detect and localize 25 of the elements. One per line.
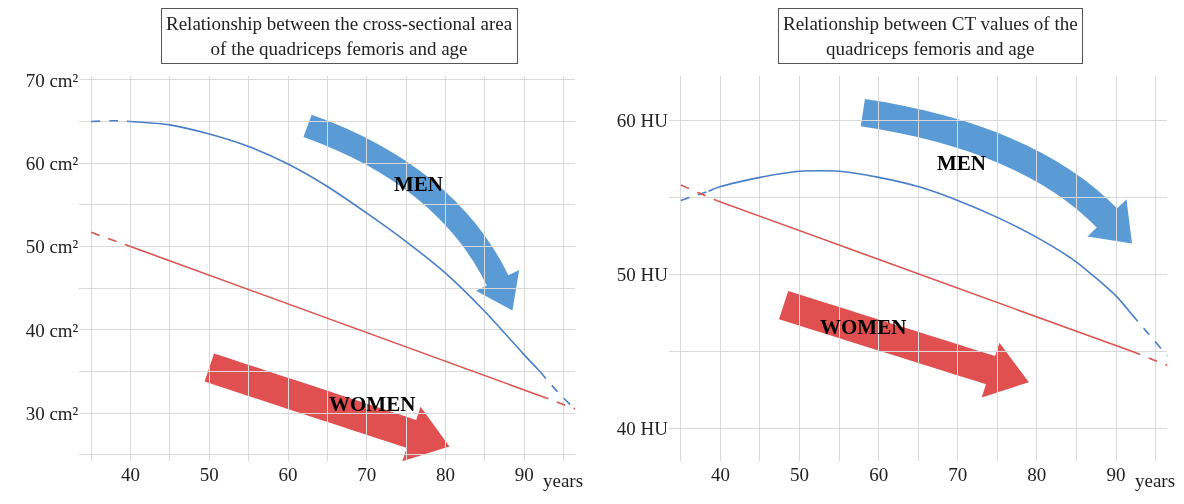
y-tick-label: 60 HU [616, 110, 669, 132]
chart-title: Relationship between CT values of the quadriceps femoris and age [783, 13, 1078, 59]
chart-title: Relationship between the cross-sectional area of the quadriceps femoris and age [166, 13, 513, 59]
x-tick-label: 90 [514, 463, 534, 485]
y-tick-label: 40 HU [616, 417, 669, 439]
x-tick-label: 80 [436, 463, 455, 485]
x-tick-label: 60 [278, 463, 298, 485]
x-tick-label: 90 [1106, 463, 1126, 485]
x-tick-label: 80 [1027, 463, 1047, 485]
x-tick-label: 50 [790, 463, 810, 485]
x-tick-label: 70 [357, 463, 377, 485]
x-tick-label: 40 [710, 463, 730, 485]
x-axis-title: years [1135, 470, 1176, 491]
y-tick-label: 50 HU [616, 264, 669, 286]
y-tick-label: 60 cm² [25, 152, 79, 174]
y-tick-label: 70 cm² [25, 69, 79, 91]
y-tick-label: 30 cm² [25, 402, 79, 424]
annotation: MEN [937, 151, 986, 175]
y-tick-label: 40 cm² [25, 319, 79, 341]
y-tick-label: 50 cm² [25, 236, 79, 258]
x-tick-label: 70 [948, 463, 968, 485]
x-axis-title: years [543, 470, 584, 491]
x-tick-label: 60 [869, 463, 889, 485]
x-tick-label: 40 [121, 463, 141, 485]
x-tick-label: 50 [199, 463, 219, 485]
